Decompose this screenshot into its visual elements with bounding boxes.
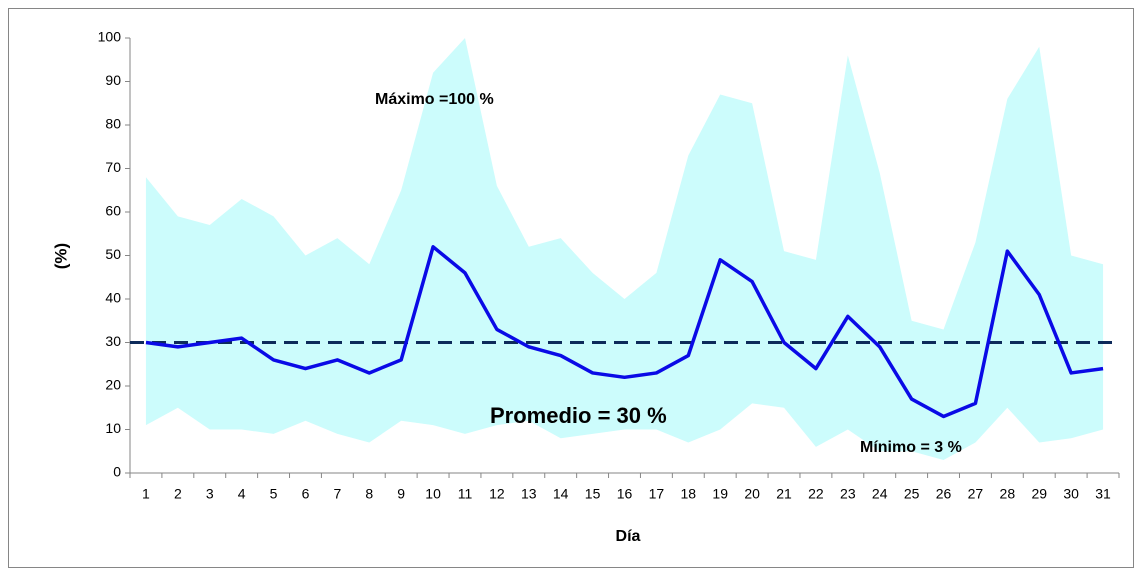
x-tick-label: 22 (808, 486, 824, 502)
y-tick-label: 10 (105, 420, 121, 436)
y-tick-label: 30 (105, 333, 121, 349)
y-tick-label: 60 (105, 203, 121, 219)
range-area (145, 38, 1104, 460)
y-tick-label: 20 (105, 377, 121, 393)
annotation: Promedio = 30 % (490, 403, 667, 428)
x-tick-label: 29 (1031, 486, 1047, 502)
x-tick-label: 28 (1000, 486, 1016, 502)
line-series (145, 245, 1104, 419)
x-tick-label: 15 (585, 486, 601, 502)
y-tick-label: 80 (105, 116, 121, 132)
x-tick-label: 5 (270, 486, 278, 502)
x-tick-label: 25 (904, 486, 920, 502)
x-tick-label: 11 (458, 486, 473, 502)
x-tick-label: 16 (617, 486, 633, 502)
y-axis-label: (%) (51, 243, 70, 269)
x-tick-label: 26 (936, 486, 952, 502)
x-tick-label: 8 (365, 486, 373, 502)
annotation: Máximo =100 % (375, 91, 494, 108)
x-tick-label: 31 (1095, 486, 1111, 502)
x-tick-label: 7 (333, 486, 341, 502)
x-tick-label: 19 (712, 486, 728, 502)
x-axis-label: Día (616, 528, 641, 545)
x-tick-label: 30 (1063, 486, 1079, 502)
x-tick-label: 6 (302, 486, 310, 502)
x-tick-label: 10 (425, 486, 441, 502)
x-tick-label: 12 (489, 486, 505, 502)
y-tick-label: 90 (105, 72, 121, 88)
x-tick-label: 2 (174, 486, 182, 502)
x-tick-label: 3 (206, 486, 214, 502)
y-tick-label: 0 (113, 464, 121, 480)
x-tick-label: 20 (744, 486, 760, 502)
x-tick-label: 1 (142, 486, 150, 502)
y-tick-label: 40 (105, 290, 121, 306)
x-tick-label: 13 (521, 486, 537, 502)
y-tick-label: 70 (105, 159, 121, 175)
x-tick-label: 9 (397, 486, 405, 502)
x-tick-label: 17 (649, 486, 665, 502)
x-tick-label: 23 (840, 486, 856, 502)
x-tick-label: 4 (238, 486, 246, 502)
y-tick-label: 100 (98, 29, 122, 45)
x-tick-label: 27 (968, 486, 984, 502)
x-tick-label: 18 (681, 486, 697, 502)
annotation: Mínimo = 3 % (860, 439, 962, 456)
x-tick-label: 24 (872, 486, 888, 502)
y-tick-label: 50 (105, 246, 121, 262)
x-tick-label: 21 (776, 486, 792, 502)
x-tick-label: 14 (553, 486, 569, 502)
